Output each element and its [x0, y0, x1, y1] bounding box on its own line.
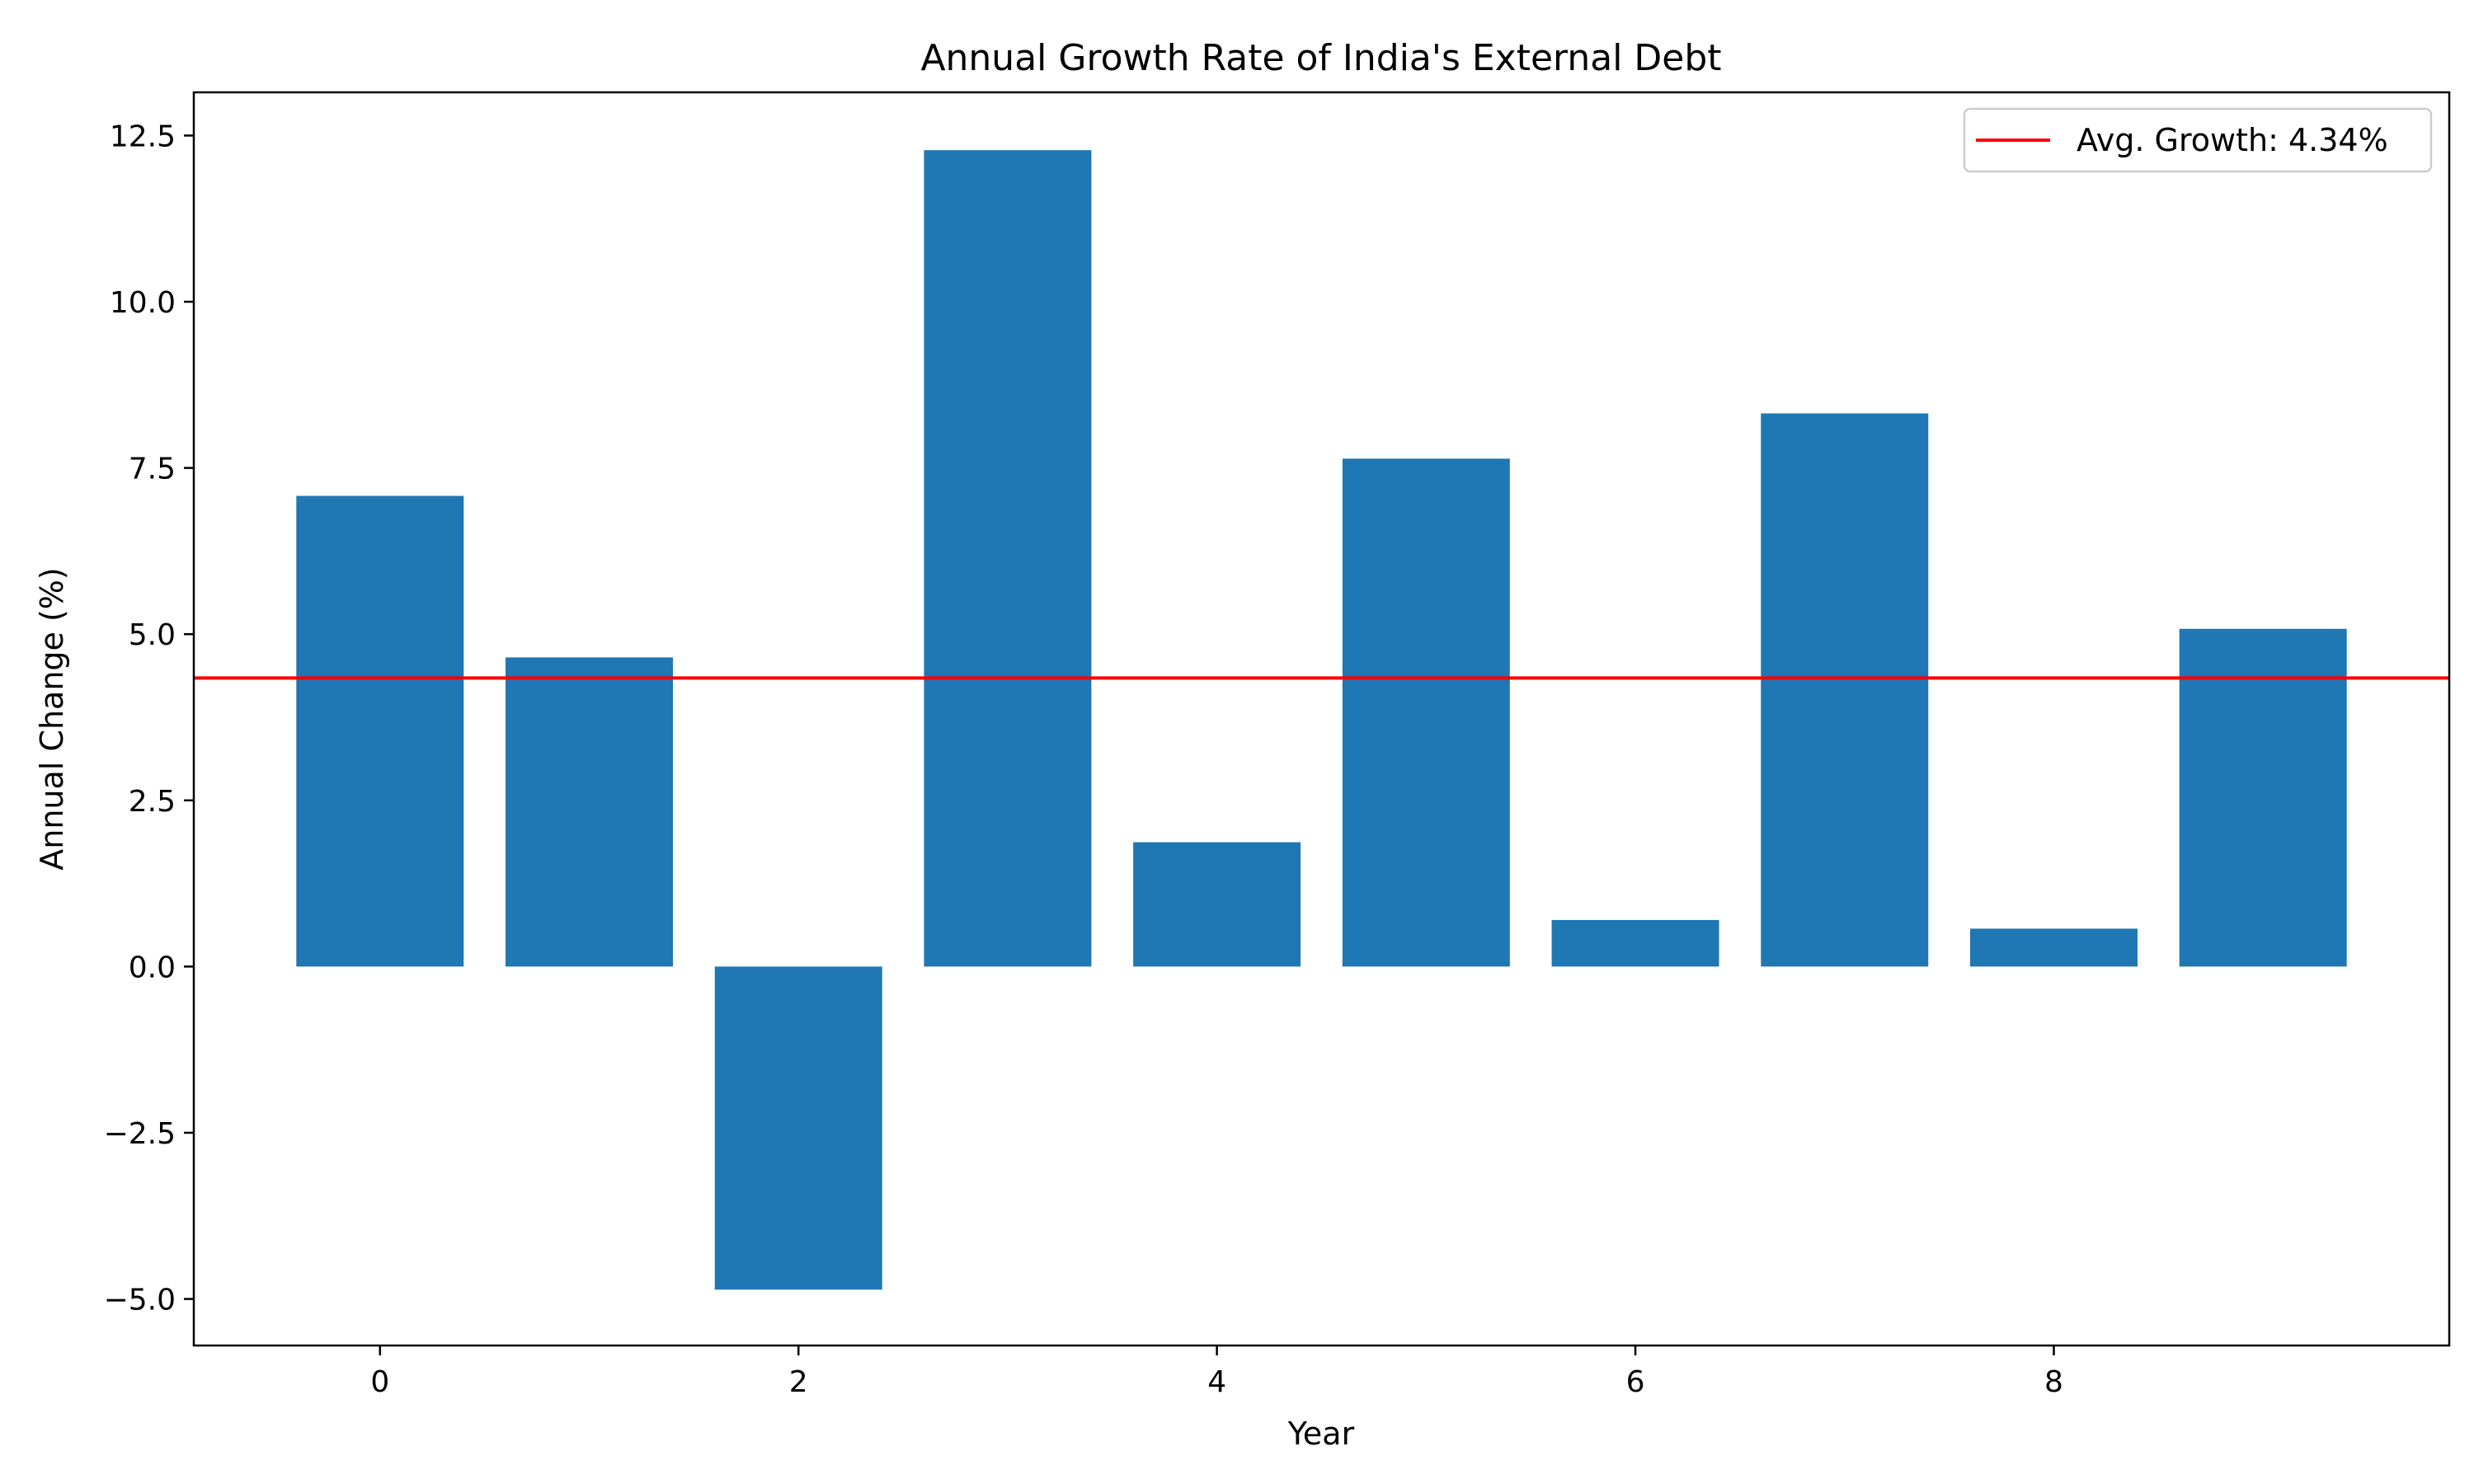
x-tick-label: 8 [2044, 1365, 2063, 1399]
bar-3 [924, 150, 1092, 967]
bar-7 [1761, 413, 1929, 967]
legend-label: Avg. Growth: 4.34% [2077, 122, 2388, 158]
bar-5 [1342, 458, 1510, 967]
y-tick-label: 5.0 [129, 618, 176, 652]
y-axis-label: Annual Change (%) [34, 567, 70, 871]
bar-1 [506, 657, 673, 967]
bar-6 [1551, 919, 1719, 967]
y-tick-label: −2.5 [104, 1117, 176, 1151]
bar-0 [296, 495, 464, 967]
legend-box [1963, 107, 2433, 173]
bar-4 [1133, 842, 1301, 967]
y-tick-label: 0.0 [129, 951, 176, 984]
y-tick-label: 10.0 [110, 286, 176, 320]
y-tick-label: −5.0 [104, 1284, 176, 1317]
x-tick-label: 2 [789, 1365, 808, 1399]
bar-8 [1970, 928, 2138, 967]
x-tick-label: 4 [1207, 1365, 1226, 1399]
y-tick-label: 2.5 [129, 785, 176, 819]
bar-9 [2179, 628, 2347, 967]
y-axis: −5.0 −2.5 0.0 2.5 5.0 7.5 10.0 12.5 [104, 120, 194, 1317]
x-tick-label: 6 [1626, 1365, 1645, 1399]
x-axis-label: Year [1287, 1416, 1355, 1452]
bars [296, 150, 2347, 1290]
chart-title: Annual Growth Rate of India's External D… [920, 37, 1721, 79]
legend: Avg. Growth: 4.34% [1963, 107, 2433, 173]
y-tick-label: 7.5 [129, 453, 176, 486]
x-axis: 0 2 4 6 8 [370, 1345, 2063, 1399]
bar-2 [714, 966, 882, 1290]
plot-frame [192, 91, 2451, 1347]
x-tick-label: 0 [370, 1365, 389, 1399]
y-tick-label: 12.5 [110, 120, 176, 153]
